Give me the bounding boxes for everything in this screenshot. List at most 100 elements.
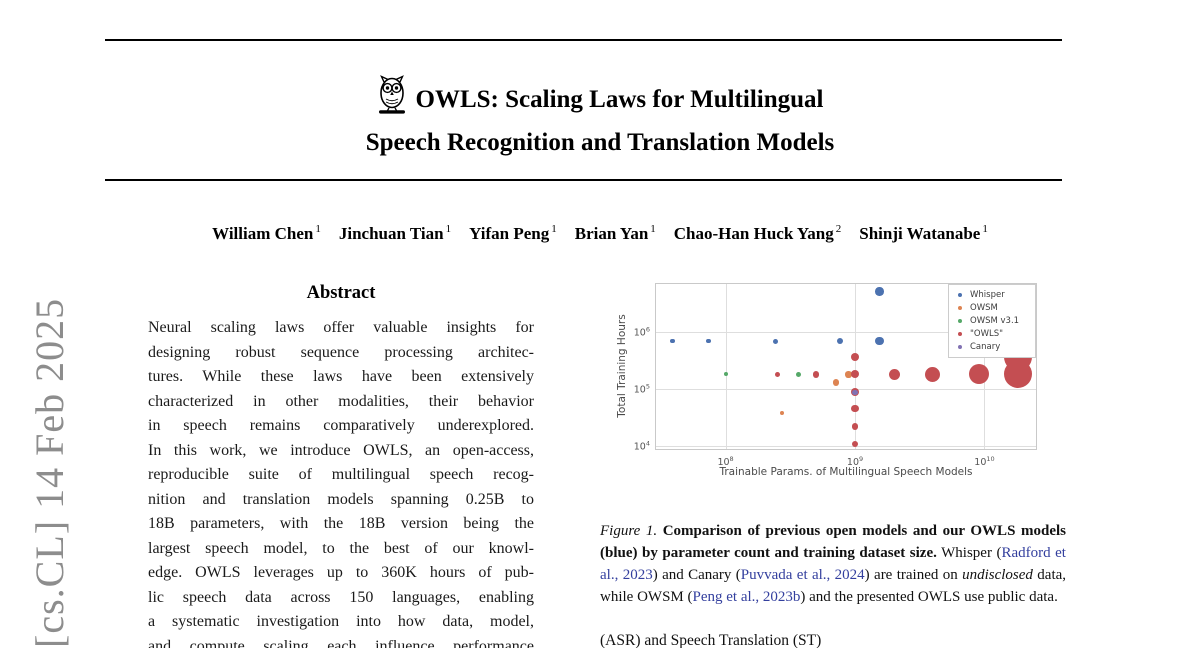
scatter-point [875,337,884,346]
citation-link[interactable]: Radford et al., 2023 [600,545,1066,583]
abstract-line: in speech remains comparatively underexp… [148,417,534,434]
abstract-line: largest speech model, to the best of our… [148,539,534,557]
caption-text: ) and the presented OWLS use public data… [800,589,1058,605]
caption-text: data, while OWSM ( [600,567,1067,605]
figure-1-caption: Figure 1. Comparison of previous open mo… [600,520,1066,608]
page-title: OWLS: Scaling Laws for Multilingual Spee… [0,74,1200,161]
scatter-point [779,410,785,416]
gridline-horizontal [656,446,1036,448]
abstract-line: and compute scaling each influence perfo… [148,637,534,648]
legend-item: "OWLS" [958,329,1028,339]
y-tick-label: 106 [633,325,650,339]
scatter-point [837,338,844,345]
scatter-point [724,372,729,377]
scatter-point [706,339,711,344]
figure-label: Figure 1. [600,523,658,539]
author-name: Brian Yan 1 [574,223,656,243]
authors-row: William Chen 1 Jinchuan Tian 1 Yifan Peng 1 Br… [0,223,1200,244]
scatter-point [851,440,859,448]
legend-item: Whisper [958,290,1028,300]
legend-item: OWSM [958,303,1028,313]
scatter-point [1003,360,1032,389]
abstract-line: 18B parameters, with the 18B version bei… [148,515,534,532]
scatter-point [845,371,852,378]
scatter-point [852,390,858,396]
figure-1-chart: Total Training Hours 108 109 1010 104 105 106… [600,276,1065,488]
scatter-point [925,366,941,382]
y-tick-label: 104 [633,439,650,453]
title-line-1: OWLS: Scaling Laws for Multilingual [415,85,824,113]
abstract-line: edge. OWLS leverages up to 360K hours of… [148,564,534,581]
top-rule [105,39,1062,41]
x-tick-label: 109 [846,455,864,469]
legend-marker-icon [958,332,962,336]
author-affiliation-sup: 1 [315,223,321,235]
author-name: William Chen 1 [212,223,321,243]
abstract-line: Neural scaling laws offer valuable insig… [148,319,534,336]
y-axis-label: Total Training Hours [616,314,628,418]
legend-label: Canary [970,342,1001,352]
x-tick-label: 1010 [974,455,995,469]
author-affiliation-sup: 1 [650,223,656,235]
owl-logo-icon [377,74,407,125]
legend-label: "OWLS" [970,329,1004,339]
citation-link[interactable]: Puvvada et al., 2024 [740,567,865,583]
author-affiliation-sup: 1 [982,223,988,235]
abstract-line: tures. While these laws have been extens… [148,368,534,385]
arxiv-watermark: [cs.CL] 14 Feb 2025 [27,297,72,648]
legend-label: OWSM v3.1 [970,316,1020,326]
abstract-line: lic speech data across 150 languages, en… [148,588,534,606]
abstract-line: a systematic investigation into how data… [148,613,534,630]
abstract-section: Abstract Neural scaling laws offer valua… [148,283,534,648]
legend-item: OWSM v3.1 [958,316,1028,326]
caption-italic-text: undisclosed [962,567,1033,583]
legend-item: Canary [958,342,1028,352]
scatter-point [796,371,802,377]
scatter-point [851,370,860,379]
body-text-partial: (ASR) and Speech Translation (ST) [600,632,822,648]
author-name: Jinchuan Tian 1 [338,223,452,243]
abstract-line: In this work, we introduce OWLS, an open… [148,441,534,459]
x-tick-label: 108 [717,455,734,469]
abstract-heading: Abstract [306,283,376,303]
legend-marker-icon [958,319,962,323]
citation-link[interactable]: Peng et al., 2023b [692,589,801,605]
scatter-point [773,338,779,344]
scatter-point [812,371,820,378]
legend-label: OWSM [970,303,998,313]
y-tick-label: 105 [633,382,650,396]
author-affiliation-sup: 1 [551,223,557,235]
abstract-line: nition and translation models spanning 0… [148,490,534,508]
gridline-vertical [725,284,727,449]
abstract-line: designing robust sequence processing arc… [148,343,534,361]
scatter-point [851,353,860,362]
scatter-point [968,364,989,385]
scatter-point [888,368,900,380]
caption-bold-text: Comparison of previous open models and o… [600,523,1066,561]
chart-legend: Whisper OWSM OWSM v3.1 "OWLS" Canary [948,284,1036,358]
author-name: Yifan Peng 1 [469,223,557,243]
scatter-point [670,339,675,344]
gridline-horizontal [656,331,1036,333]
author-name: Chao-Han Huck Yang 2 [673,223,842,243]
legend-marker-icon [958,345,962,349]
gridline-vertical [855,284,857,449]
caption-text: ) and Canary ( [652,567,741,583]
abstract-text: Neural scaling laws offer valuable insig… [148,316,534,648]
legend-label: Whisper [970,290,1005,300]
title-bottom-rule [105,179,1062,181]
caption-text: Whisper ( [936,545,1002,561]
scatter-point [875,287,884,296]
title-line-2: Speech Recognition and Translation Model… [365,129,835,156]
gridline-horizontal [656,388,1036,390]
caption-text: ) are trained on [864,567,963,583]
scatter-point [851,423,859,431]
author-name: Shinji Watanabe 1 [859,223,988,243]
scatter-point [851,405,859,413]
author-affiliation-sup: 1 [445,223,452,235]
chart-plot-area: 108 109 1010 104 105 106 Whisper OWSM OWSM v3.1 "… [634,283,1037,468]
abstract-line: characterized in other modalities, their… [148,392,534,410]
scatter-point [832,379,840,386]
abstract-line: reproducible suite of multilingual speec… [148,466,534,483]
